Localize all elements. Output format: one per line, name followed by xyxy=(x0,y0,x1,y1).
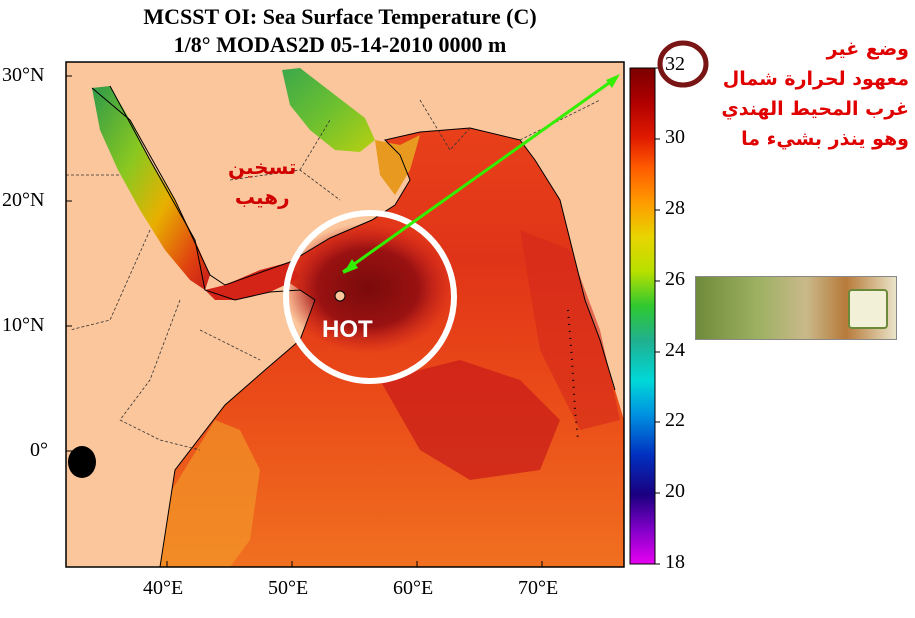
map-frame xyxy=(65,61,625,568)
coastline xyxy=(91,87,616,391)
highlight-circle xyxy=(283,210,457,384)
lake-victoria xyxy=(68,446,96,478)
lat-tick-label: 10°N xyxy=(2,314,45,336)
country-borders xyxy=(66,99,601,451)
lat-tick-label: 0° xyxy=(30,439,48,461)
ocean-warm-patch xyxy=(380,360,560,480)
annotation-line: معهود لحرارة شمال xyxy=(722,68,909,90)
pointer-arrow xyxy=(342,74,620,274)
annotation-line: غرب المحيط الهندي xyxy=(721,98,909,120)
map-subtitle: 1/8° MODAS2D 05-14-2010 0000 m xyxy=(173,32,507,57)
red-sea xyxy=(92,86,210,290)
lon-tick-label: 70°E xyxy=(518,577,559,599)
colorbar-tick-label: 22 xyxy=(665,409,685,431)
colorbar-tick-label: 20 xyxy=(665,480,685,502)
annotation-line: وضع غير xyxy=(826,38,909,60)
arabic-annotation: وضع غير معهود لحرارة شمال غرب المحيط اله… xyxy=(721,34,909,154)
colorbar-tick-label: 26 xyxy=(665,268,685,290)
lon-tick-label: 50°E xyxy=(268,577,309,599)
logo-badge xyxy=(848,289,888,329)
heat-label-line: تسخين xyxy=(228,155,297,179)
colorbar xyxy=(629,67,656,565)
heat-label-line: رهيب xyxy=(234,185,290,209)
annotation-line: وهو ينذر بشيء ما xyxy=(741,128,909,150)
lon-tick-marks xyxy=(166,561,543,567)
watermark-logo xyxy=(695,276,897,340)
arabic-heat-label: تسخين رهيب xyxy=(228,152,296,212)
gulf-of-oman xyxy=(375,135,420,195)
lat-tick-label: 20°N xyxy=(2,189,45,211)
gulf-of-aden xyxy=(205,262,300,300)
colorbar-tick-marks xyxy=(655,67,660,565)
colorbar-tick-label: 18 xyxy=(665,551,685,573)
ocean-cool-band xyxy=(160,420,260,567)
lat-tick-marks xyxy=(66,75,72,452)
ocean-east-warm xyxy=(520,230,620,430)
lat-tick-label: 30°N xyxy=(2,64,45,86)
coastline-africa xyxy=(109,85,316,567)
hot-label: HOT xyxy=(322,316,373,343)
colorbar-tick-label: 28 xyxy=(665,197,685,219)
persian-gulf xyxy=(282,68,375,152)
lon-tick-label: 60°E xyxy=(393,577,434,599)
lon-tick-label: 40°E xyxy=(143,577,184,599)
hotspot-anomaly xyxy=(283,223,453,353)
colorbar-tick-label: 32 xyxy=(665,53,685,75)
colorbar-tick-label: 30 xyxy=(665,126,685,148)
socotra-island xyxy=(334,290,346,302)
colorbar-tick-label: 24 xyxy=(665,339,685,361)
map-title: MCSST OI: Sea Surface Temperature (C) xyxy=(143,4,537,29)
value-circle xyxy=(657,40,709,88)
map-area xyxy=(66,62,624,567)
